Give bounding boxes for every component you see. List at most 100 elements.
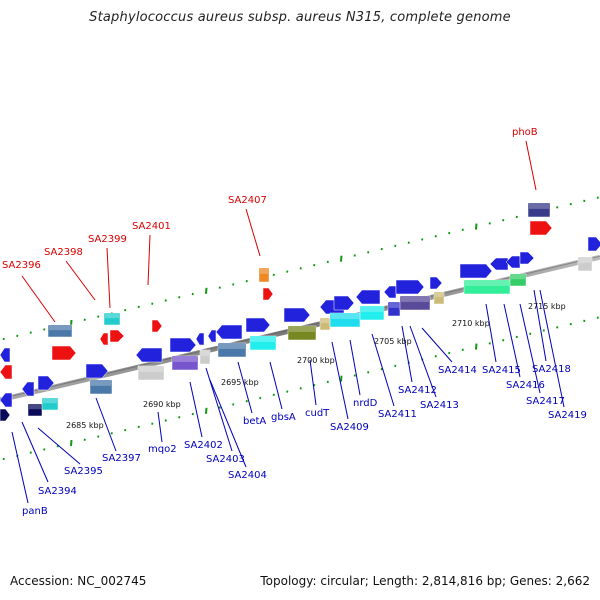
scale-label: 2690 kbp <box>143 400 181 409</box>
label-leader-below <box>269 361 283 410</box>
gene-body <box>577 256 593 272</box>
gene-body <box>85 363 109 379</box>
upper-tick <box>353 254 356 257</box>
gene-label-above: phoB <box>512 127 538 138</box>
label-leader-below <box>371 333 395 407</box>
gene-label-below: SA2418 <box>532 364 571 375</box>
label-leader-below <box>95 397 117 452</box>
gene-body <box>0 392 13 408</box>
label-leader-below <box>539 289 565 408</box>
label-leader-below <box>349 339 361 396</box>
gene-body <box>433 291 445 305</box>
gene-label-below: gbsA <box>271 412 296 423</box>
gene-label-below: SA2419 <box>548 410 587 421</box>
gene-body <box>355 289 381 305</box>
gene-box-reverse <box>433 291 445 305</box>
label-leader-below <box>485 303 497 363</box>
label-leader-below <box>209 379 247 468</box>
label-leader-below <box>157 411 163 443</box>
gene-box-forward <box>527 202 551 218</box>
lower-tick <box>151 422 154 425</box>
gene-body <box>527 202 551 218</box>
gene-arrow-forward <box>262 287 274 301</box>
gene-shine <box>511 275 525 280</box>
gene-arrow-reverse <box>0 392 13 408</box>
gene-label-below: betA <box>243 416 266 427</box>
gene-shine <box>139 367 163 372</box>
lower-tick <box>137 425 140 429</box>
gene-shine <box>219 344 245 349</box>
gene-arrow-reverse <box>0 408 11 422</box>
upper-tick <box>340 255 343 262</box>
gene-box-forward <box>577 256 593 272</box>
upper-tick <box>394 244 397 248</box>
lower-tick <box>556 326 559 329</box>
gene-label-below: SA2394 <box>38 486 77 497</box>
gene-shine <box>43 399 57 404</box>
lower-tick <box>448 351 451 355</box>
gene-box-forward <box>47 324 73 338</box>
upper-tick <box>569 202 572 206</box>
lower-tick <box>83 438 86 441</box>
gene-label-below: SA2413 <box>420 400 459 411</box>
upper-tick <box>502 218 505 222</box>
upper-tick <box>218 286 221 289</box>
upper-tick <box>272 273 275 277</box>
scale-label: 2705 kbp <box>374 337 412 346</box>
lower-tick <box>178 416 181 419</box>
label-leader-below <box>189 381 203 438</box>
gene-body <box>399 295 431 311</box>
lower-tick <box>286 390 289 393</box>
upper-tick <box>326 260 329 264</box>
gene-box-reverse <box>329 312 361 328</box>
lower-tick <box>515 335 518 339</box>
gene-arrow-forward <box>151 319 163 333</box>
gene-box-reverse <box>387 301 401 317</box>
gene-body <box>519 251 535 265</box>
gene-label-below: SA2411 <box>378 409 417 420</box>
lower-tick <box>272 393 275 397</box>
gene-label-below: mqo2 <box>148 444 177 455</box>
gene-box-reverse <box>509 273 527 287</box>
label-leader-below <box>519 303 541 394</box>
gene-body <box>199 349 211 365</box>
gene-label-below: SA2409 <box>330 422 369 433</box>
lower-tick <box>542 329 545 332</box>
gene-label-above: SA2398 <box>44 247 83 258</box>
gene-arrow-forward <box>0 347 11 363</box>
gene-shine <box>435 293 443 298</box>
label-leader-below <box>37 427 81 465</box>
upper-tick <box>97 315 100 318</box>
gene-label-below: panB <box>22 506 48 517</box>
gene-body <box>137 365 165 381</box>
lower-tick <box>340 375 343 382</box>
gene-label-below: SA2417 <box>526 396 565 407</box>
gene-box-reverse <box>89 379 113 395</box>
gene-arrow-reverse <box>169 337 197 353</box>
lower-tick <box>43 448 46 451</box>
label-leader-below <box>11 431 29 504</box>
gene-label-below: cudT <box>305 408 330 419</box>
upper-tick <box>178 296 181 299</box>
scale-label: 2700 kbp <box>297 356 335 365</box>
gene-body <box>489 257 509 271</box>
gene-arrow-reverse <box>519 251 535 265</box>
gene-box-reverse <box>463 279 511 295</box>
label-leader-below <box>533 289 547 362</box>
lower-tick <box>70 439 73 447</box>
gene-shine <box>389 303 399 308</box>
scale-label: 2695 kbp <box>221 378 259 387</box>
gene-body <box>135 347 163 363</box>
gene-body <box>0 347 11 363</box>
gene-label-below: SA2403 <box>206 454 245 465</box>
gene-shine <box>529 204 549 209</box>
upper-tick <box>2 337 5 341</box>
gene-shine <box>105 314 119 319</box>
gene-box-reverse <box>249 335 277 351</box>
gene-label-above: SA2396 <box>2 260 41 271</box>
label-leader-above <box>525 140 537 191</box>
gene-label-below: SA2416 <box>506 380 545 391</box>
gene-body <box>429 276 443 290</box>
gene-body <box>529 220 553 236</box>
lower-tick <box>434 355 437 358</box>
